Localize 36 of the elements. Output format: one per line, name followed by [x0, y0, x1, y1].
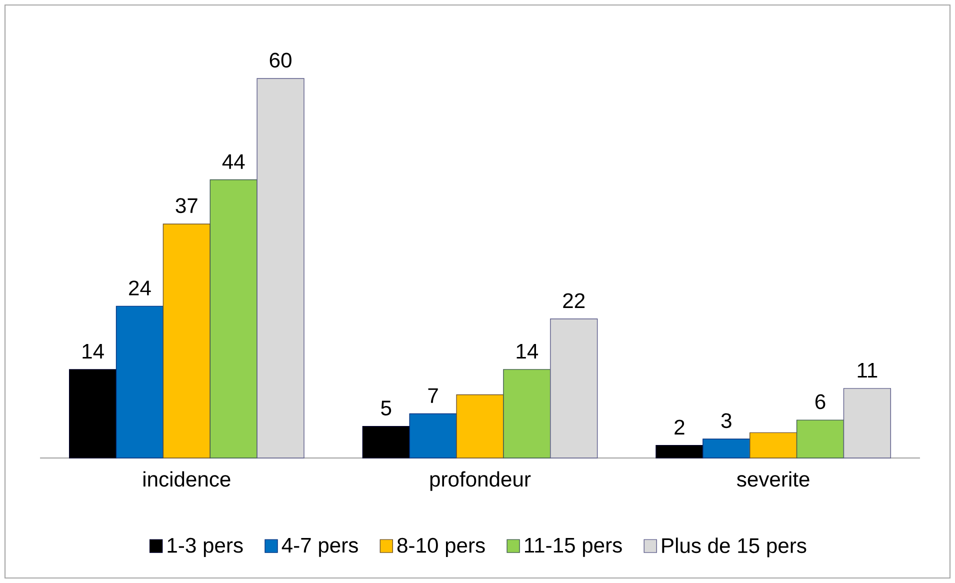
data-label: 7: [428, 388, 438, 403]
legend-label: 4-7 pers: [282, 538, 358, 557]
data-label: 37: [176, 198, 198, 214]
x-tick-label: incidence: [144, 471, 230, 487]
data-label: 11: [858, 363, 878, 378]
bar: [409, 413, 457, 458]
data-label: 24: [129, 280, 151, 296]
x-tick-label: profondeur: [430, 471, 531, 491]
bar: [456, 394, 504, 458]
data-label: 5: [381, 400, 392, 416]
bar: [796, 420, 844, 458]
data-label: 3: [721, 413, 732, 428]
data-label: 14: [516, 344, 538, 359]
bar: [210, 179, 258, 458]
legend-label: Plus de 15 pers: [662, 538, 806, 558]
bar: [843, 388, 892, 458]
legend-label: 8-10 pers: [397, 538, 485, 557]
data-label: 44: [222, 154, 245, 169]
legend-label: 11-15 pers: [525, 538, 622, 557]
legend-label: 1-3 pers: [168, 538, 243, 557]
x-tick-label: severite: [736, 471, 810, 487]
bar: [503, 369, 551, 458]
bar: [656, 444, 704, 458]
data-label: 60: [270, 52, 292, 68]
data-label: 2: [674, 420, 684, 434]
bar: [750, 432, 798, 458]
bar: [116, 306, 164, 458]
bar: [550, 318, 598, 458]
bar: [162, 224, 210, 458]
bar: [256, 78, 304, 458]
data-label: 22: [563, 293, 585, 308]
bar: [362, 426, 410, 458]
data-label: 14: [82, 344, 104, 359]
bar: [702, 438, 750, 458]
bar: [68, 369, 117, 458]
data-label: 6: [815, 394, 826, 410]
